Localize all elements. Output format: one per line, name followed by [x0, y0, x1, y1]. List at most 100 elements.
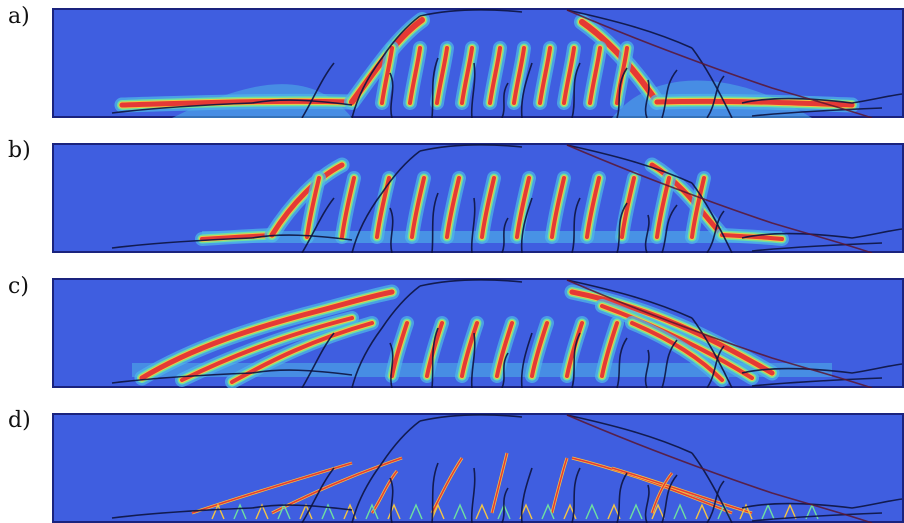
experimental-crack-b-8: [301, 197, 335, 253]
experimental-crack-a-6: [741, 93, 903, 104]
damage-spike-d-26: [783, 503, 797, 520]
experimental-crack-d-alt: [566, 414, 873, 523]
experimental-crack-c-5: [251, 369, 353, 376]
experimental-crack-c-17: [501, 352, 509, 388]
experimental-crack-a-16: [389, 72, 394, 118]
experimental-crack-d-18: [644, 484, 650, 523]
damage-band-b-vertical-0-core: [305, 176, 321, 239]
experimental-crack-b-12: [571, 197, 581, 253]
experimental-crack-c-3: [691, 317, 733, 388]
experimental-crack-b-10: [470, 197, 476, 253]
experimental-crack-c-4: [111, 372, 253, 384]
damage-band-c-vertical-0-core: [390, 321, 409, 378]
damage-spike-d-11: [453, 503, 467, 520]
experimental-crack-c-1: [419, 279, 523, 287]
damage-band-c-vertical-2-core: [460, 321, 479, 378]
experimental-crack-a-15: [706, 75, 725, 118]
experimental-crack-b-14: [661, 204, 678, 253]
experimental-crack-a-alt: [566, 9, 873, 118]
damage-line-d-0: [191, 462, 353, 514]
crack-panel-a: [52, 8, 904, 118]
damage-spike-d-1: [233, 503, 247, 520]
experimental-crack-a-8: [301, 62, 335, 118]
experimental-crack-c-15: [706, 345, 725, 388]
experimental-crack-b-15: [706, 210, 725, 253]
damage-band-b-vertical-5-core: [480, 176, 496, 239]
experimental-crack-c-8: [301, 332, 335, 388]
experimental-crack-b-17: [501, 217, 509, 253]
experimental-crack-c-alt: [566, 279, 873, 388]
experimental-crack-c-2: [566, 279, 693, 319]
damage-spike-d-12: [475, 503, 489, 520]
experimental-crack-c-7: [751, 377, 883, 387]
experimental-crack-b-9: [431, 192, 439, 253]
damage-band-b-vertical-11-core: [690, 176, 706, 239]
experimental-crack-a-9: [431, 57, 439, 118]
experimental-crack-a-12: [571, 62, 581, 118]
experimental-crack-c-10: [470, 332, 476, 388]
damage-spike-d-21: [673, 503, 687, 520]
experimental-crack-d-11: [520, 467, 533, 523]
damage-band-c-vertical-5-core: [565, 321, 584, 378]
damage-band-c-vertical-6-core: [600, 321, 619, 378]
damage-band-c-right-inner-core: [630, 321, 724, 382]
experimental-crack-b-18: [644, 214, 650, 253]
damage-spike-d-9: [409, 503, 423, 520]
experimental-crack-b-2: [566, 144, 693, 184]
damage-band-c-left-mid-core: [180, 316, 354, 382]
damage-band-a-vertical-6-core: [538, 46, 552, 105]
damage-band-a-vertical-2-core: [435, 46, 449, 105]
damage-band-b-left-arch-core: [269, 162, 345, 238]
panel-label-b: b): [8, 138, 31, 163]
experimental-crack-d-14: [661, 474, 678, 523]
experimental-crack-d-15: [706, 480, 725, 523]
experimental-crack-d-9: [431, 462, 439, 523]
damage-band-c-left-inner-core: [230, 321, 374, 384]
damage-spike-d-10: [431, 503, 445, 520]
damage-spike-d-0: [211, 503, 225, 520]
damage-spike-d-2: [255, 503, 269, 520]
experimental-crack-c-18: [644, 349, 650, 388]
experimental-crack-a-7: [751, 107, 883, 117]
damage-band-c-left-long-core: [139, 289, 395, 381]
experimental-crack-c-0: [351, 285, 421, 388]
damage-line-d-3: [611, 467, 753, 514]
damage-band-a-vertical-3-core: [460, 46, 474, 105]
experimental-crack-a-4: [111, 102, 253, 114]
experimental-crack-a-14: [661, 69, 678, 118]
experimental-crack-d-12: [571, 467, 581, 523]
damage-band-b-vertical-7-core: [550, 176, 566, 239]
damage-band-b-vertical-1-core: [340, 176, 356, 239]
damage-line-d-5: [491, 452, 508, 514]
experimental-crack-a-11: [520, 62, 533, 118]
panel-label-c: c): [8, 274, 29, 299]
damage-band-c-vertical-4-core: [530, 321, 549, 378]
experimental-crack-a-13: [616, 67, 628, 118]
damage-spike-d-19: [629, 503, 643, 520]
experimental-crack-c-12: [571, 332, 581, 388]
damage-spike-d-20: [651, 503, 665, 520]
experimental-crack-a-18: [644, 79, 650, 118]
experimental-crack-d-7: [751, 512, 883, 522]
experimental-crack-d-13: [616, 472, 628, 523]
experimental-crack-b-6: [741, 228, 903, 239]
damage-band-b-vertical-8-core: [585, 176, 601, 239]
damage-band-b-vertical-3-core: [410, 176, 426, 239]
experimental-crack-b-13: [616, 202, 628, 253]
damage-band-b-vertical-4-core: [445, 176, 461, 239]
damage-spike-d-8: [387, 503, 401, 520]
damage-band-a-vertical-8-core: [588, 46, 602, 105]
damage-spike-d-24: [739, 503, 753, 520]
experimental-crack-b-0: [351, 150, 421, 253]
experimental-crack-c-16: [389, 342, 394, 388]
experimental-crack-b-alt: [566, 144, 873, 253]
beam-domain-d: [52, 413, 904, 523]
experimental-crack-d-2: [566, 414, 693, 454]
damage-band-a-vertical-1-core: [408, 46, 422, 105]
experimental-crack-a-10: [470, 62, 476, 118]
experimental-crack-c-6: [741, 363, 903, 374]
experimental-crack-b-11: [520, 197, 533, 253]
experimental-crack-a-0: [351, 15, 421, 118]
crack-panel-c: [52, 278, 904, 388]
panel-label-a: a): [8, 4, 30, 29]
